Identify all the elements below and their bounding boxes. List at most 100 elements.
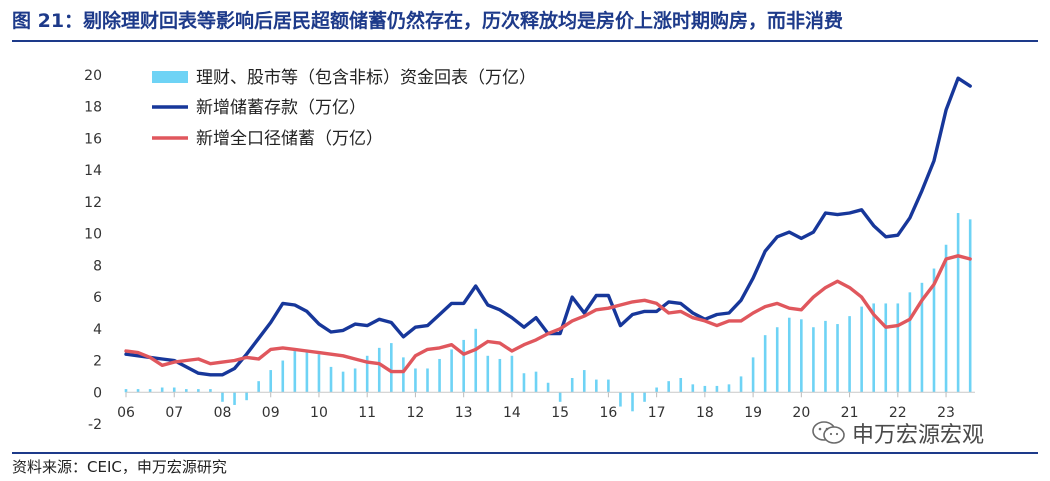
bar xyxy=(679,377,683,393)
bar xyxy=(510,355,514,393)
bar xyxy=(293,351,297,393)
y-tick-label: 18 xyxy=(84,100,102,116)
title-divider xyxy=(12,40,1038,42)
y-tick-label: -2 xyxy=(88,417,102,433)
bar xyxy=(474,328,478,393)
bar xyxy=(281,360,285,393)
bar xyxy=(558,392,562,402)
y-tick-label: 4 xyxy=(93,322,102,338)
bar xyxy=(233,392,236,405)
bar xyxy=(715,385,719,393)
x-tick-label: 17 xyxy=(648,405,666,421)
bar xyxy=(860,306,863,393)
bar xyxy=(691,384,695,393)
x-tick-label: 20 xyxy=(792,405,810,421)
bar xyxy=(595,379,598,393)
bar xyxy=(944,244,948,393)
x-tick-label: 11 xyxy=(358,405,376,421)
bar xyxy=(775,327,779,393)
bar xyxy=(607,379,610,393)
y-tick-label: 12 xyxy=(84,195,102,211)
bar xyxy=(197,389,200,393)
bar xyxy=(534,371,538,393)
y-tick-label: 20 xyxy=(84,68,102,84)
bar xyxy=(739,376,743,393)
legend-label: 理财、股市等（包含非标）资金回表（万亿） xyxy=(196,68,536,88)
wechat-icon xyxy=(812,421,845,444)
chart-title: 图 21：剔除理财回表等影响后居民超额储蓄仍然存在，历次释放均是房价上涨时期购房… xyxy=(12,10,844,32)
bar xyxy=(546,382,550,393)
bar xyxy=(221,392,224,402)
y-tick-label: 0 xyxy=(93,385,102,401)
bar xyxy=(522,373,526,393)
deposits-line xyxy=(124,76,972,377)
bar xyxy=(317,354,321,393)
y-tick-label: 14 xyxy=(84,163,102,179)
bar xyxy=(872,303,875,393)
bar xyxy=(570,377,574,393)
bar xyxy=(329,366,333,393)
bar xyxy=(667,381,670,393)
source-divider xyxy=(12,452,1038,454)
bar xyxy=(655,387,658,393)
bar xyxy=(932,268,936,393)
bar xyxy=(257,381,260,393)
bar xyxy=(582,370,586,393)
legend-label: 新增储蓄存款（万亿） xyxy=(196,98,366,118)
x-tick-label: 23 xyxy=(937,405,955,421)
bar xyxy=(160,387,164,393)
x-tick-label: 22 xyxy=(889,405,907,421)
legend: 理财、股市等（包含非标）资金回表（万亿） 新增储蓄存款（万亿） 新增全口径储蓄（万亿… xyxy=(152,68,536,149)
y-tick-label: 16 xyxy=(84,131,102,147)
x-tick-label: 21 xyxy=(841,405,859,421)
bar xyxy=(703,385,707,393)
bar xyxy=(377,347,381,393)
bar xyxy=(800,319,803,393)
x-tick-label: 19 xyxy=(744,405,762,421)
bar xyxy=(305,349,309,393)
bar xyxy=(956,213,960,393)
x-tick-label: 12 xyxy=(407,405,425,421)
y-tick-label: 10 xyxy=(84,227,102,243)
bar xyxy=(414,368,417,393)
bar xyxy=(896,303,900,393)
bar xyxy=(365,355,369,393)
bar xyxy=(172,387,176,393)
x-tick-label: 10 xyxy=(310,405,328,421)
bar xyxy=(968,219,972,393)
savings-line xyxy=(124,254,972,374)
bar xyxy=(619,392,622,407)
bar xyxy=(824,320,827,393)
watermark-text: 申万宏源宏观 xyxy=(852,423,985,448)
y-tick-label: 8 xyxy=(93,258,102,274)
y-tick-label: 6 xyxy=(93,290,102,306)
bar xyxy=(812,327,815,393)
source-note: 资料来源：CEIC，申万宏源研究 xyxy=(12,458,227,476)
bar xyxy=(787,317,791,393)
bar xyxy=(908,292,912,393)
x-tick-label: 14 xyxy=(503,405,521,421)
bar xyxy=(848,316,851,393)
bar xyxy=(341,371,345,393)
x-axis-ticks: 06 07 08 09 10 11 12 13 14 15 16 17 18 19 20 21 22 23 xyxy=(117,392,955,421)
x-tick-label: 13 xyxy=(455,405,473,421)
bar xyxy=(353,368,357,393)
x-tick-label: 07 xyxy=(165,405,183,421)
bar xyxy=(209,389,212,393)
x-tick-label: 16 xyxy=(599,405,617,421)
legend-label: 新增全口径储蓄（万亿） xyxy=(196,129,383,149)
bar xyxy=(727,384,731,393)
bar xyxy=(836,324,839,393)
bar xyxy=(450,349,453,393)
bar xyxy=(631,392,634,412)
bar xyxy=(402,357,405,393)
line-series xyxy=(124,76,972,377)
watermark: 申万宏源宏观 xyxy=(812,417,984,449)
bar-series xyxy=(124,213,972,412)
bar xyxy=(884,303,888,393)
bar xyxy=(438,358,441,393)
bar xyxy=(643,392,646,402)
x-tick-label: 18 xyxy=(696,405,714,421)
